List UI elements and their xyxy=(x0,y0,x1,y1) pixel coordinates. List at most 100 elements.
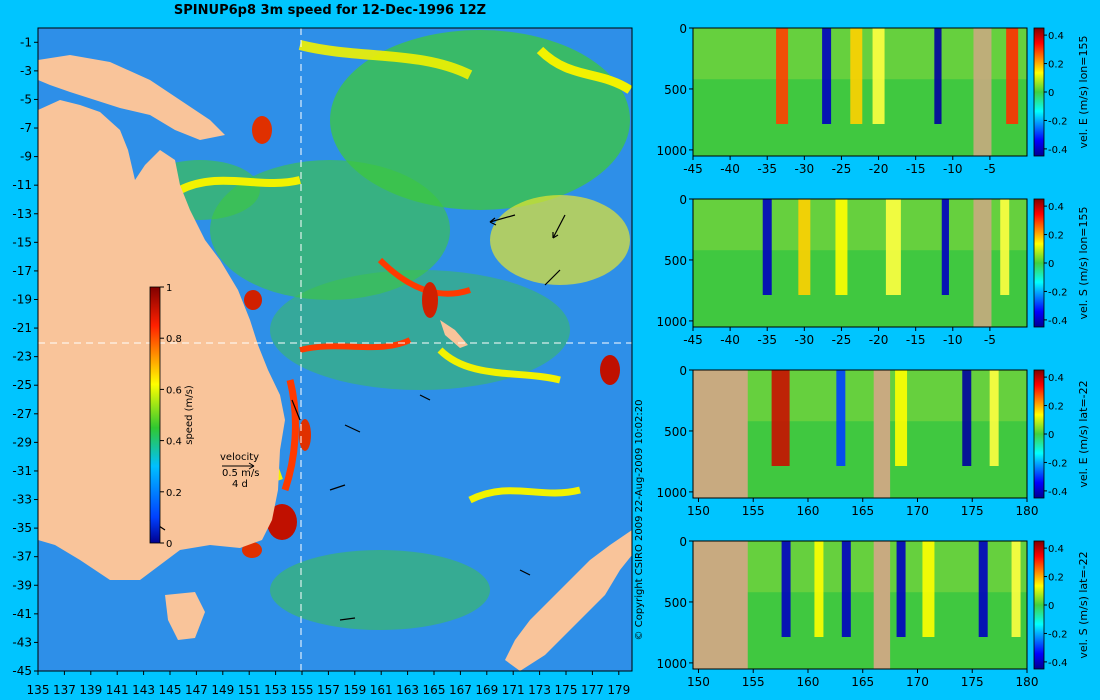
section-feature xyxy=(973,199,992,327)
map-x-tick-label: 171 xyxy=(502,683,525,697)
section-vel-E-lon155: 0 500 1000 -45 -40 -35 -30 -25 -20 -15 -10 -5 0.4 0.2… xyxy=(656,22,1090,176)
section-y-tick-label: 0 xyxy=(679,22,687,36)
map-x-tick-label: 159 xyxy=(343,683,366,697)
section-feature xyxy=(850,28,863,124)
section-y-tick-label: 500 xyxy=(664,596,687,610)
map-y-tick-label: -3 xyxy=(20,64,32,78)
map-y-tick-label: -29 xyxy=(12,435,32,449)
map-x-tick-label: 151 xyxy=(238,683,261,697)
section-x-tick-label: -25 xyxy=(832,333,852,347)
section-x-tick-label: -10 xyxy=(943,333,963,347)
map-x-tick-label: 167 xyxy=(449,683,472,697)
map-y-tick-label: -15 xyxy=(12,235,32,249)
map-x-axis: 135 137 139 141 143 145 147 149 151 153 155 157 159 1… xyxy=(27,671,630,697)
map-y-tick-label: -7 xyxy=(20,121,32,135)
section-y-tick-label: 500 xyxy=(664,425,687,439)
section-x-tick-label: 160 xyxy=(797,675,820,689)
section-ylabel: vel. E (m/s) lat=-22 xyxy=(1077,380,1090,487)
map-x-tick-label: 161 xyxy=(370,683,393,697)
section-x-tick-label: 170 xyxy=(906,504,929,518)
section-colorbar-tick-label: -0.4 xyxy=(1048,316,1068,327)
section-colorbar-tick-label: 0 xyxy=(1048,601,1054,612)
section-colorbar-tick-label: -0.4 xyxy=(1048,145,1068,156)
section-y-tick-label: 0 xyxy=(679,364,687,378)
speed-colorbar-tick-label: 0.2 xyxy=(166,488,182,499)
map-x-tick-label: 145 xyxy=(159,683,182,697)
section-x-tick-label: -5 xyxy=(984,333,996,347)
section-feature xyxy=(822,28,832,124)
section-feature xyxy=(771,370,790,466)
map-x-tick-label: 163 xyxy=(396,683,419,697)
section-land xyxy=(693,541,748,669)
section-colorbar-tick-label: -0.2 xyxy=(1048,116,1068,127)
map-y-tick-label: -35 xyxy=(12,521,32,535)
speed-colorbar-tick-label: 0 xyxy=(166,539,172,550)
section-colorbar-tick-label: -0.4 xyxy=(1048,658,1068,669)
section-feature xyxy=(781,541,791,637)
map-y-tick-label: -9 xyxy=(20,150,32,164)
section-x-tick-label: -35 xyxy=(757,333,777,347)
map-y-tick-label: -27 xyxy=(12,407,32,421)
section-x-tick-label: -30 xyxy=(795,333,815,347)
section-feature xyxy=(962,370,972,466)
tasmania-land xyxy=(165,592,205,640)
section-ylabel: vel. S (m/s) lon=155 xyxy=(1077,206,1090,319)
map-x-tick-label: 179 xyxy=(607,683,630,697)
section-colorbar-tick-label: 0 xyxy=(1048,430,1054,441)
map-y-tick-label: -45 xyxy=(12,664,32,678)
section-feature xyxy=(895,370,908,466)
copyright-text: © Copyright CSIRO 2009 22-Aug-2009 10:02… xyxy=(634,400,645,641)
new-caledonia-land xyxy=(440,320,468,348)
section-feature xyxy=(835,199,848,295)
map-x-tick-label: 173 xyxy=(528,683,551,697)
speed-colorbar-tick-label: 0.4 xyxy=(166,437,182,448)
section-feature xyxy=(896,541,906,637)
section-x-tick-label: 155 xyxy=(742,504,765,518)
section-colorbar xyxy=(1033,198,1045,328)
section-y-tick-label: 1000 xyxy=(656,144,687,158)
section-x-tick-label: -10 xyxy=(943,162,963,176)
section-colorbar-tick-label: 0.2 xyxy=(1048,573,1064,584)
map-y-tick-label: -31 xyxy=(12,464,32,478)
speed-colorbar-label: speed (m/s) xyxy=(184,385,195,445)
section-feature xyxy=(941,199,949,295)
map-x-tick-label: 143 xyxy=(132,683,155,697)
map-x-tick-label: 175 xyxy=(555,683,578,697)
speed-colorbar: 1 0.8 0.6 0.4 0.2 0 speed (m/s) xyxy=(149,283,195,550)
section-ylabel: vel. E (m/s) lon=155 xyxy=(1077,36,1090,149)
section-feature xyxy=(989,370,999,466)
map-x-tick-label: 155 xyxy=(291,683,314,697)
section-y-tick-label: 1000 xyxy=(656,315,687,329)
section-x-tick-label: -25 xyxy=(832,162,852,176)
section-feature xyxy=(922,541,935,637)
map-x-tick-label: 137 xyxy=(53,683,76,697)
section-land xyxy=(873,370,891,498)
section-feature xyxy=(841,541,851,637)
speed-colorbar-tick-label: 1 xyxy=(166,283,172,294)
section-feature xyxy=(1006,28,1019,124)
speed-map: 135 137 139 141 143 145 147 149 151 153 155 157 159 1… xyxy=(12,27,633,697)
map-x-tick-label: 177 xyxy=(581,683,604,697)
section-colorbar-tick-label: 0 xyxy=(1048,259,1054,270)
section-colorbar xyxy=(1033,369,1045,499)
section-y-tick-label: 500 xyxy=(664,83,687,97)
map-y-tick-label: -41 xyxy=(12,607,32,621)
section-x-tick-label: 150 xyxy=(687,504,710,518)
section-x-tick-label: -45 xyxy=(683,162,703,176)
section-x-tick-label: -20 xyxy=(869,162,889,176)
section-land xyxy=(873,541,891,669)
section-colorbar-tick-label: 0.4 xyxy=(1048,202,1064,213)
section-feature xyxy=(973,28,992,156)
section-colorbar xyxy=(1033,27,1045,157)
section-colorbar-tick-label: -0.2 xyxy=(1048,287,1068,298)
map-y-tick-label: -21 xyxy=(12,321,32,335)
section-feature xyxy=(1011,541,1021,637)
velocity-legend-scale: 0.5 m/s xyxy=(222,468,259,479)
map-x-tick-label: 153 xyxy=(264,683,287,697)
section-feature xyxy=(934,28,942,124)
section-x-tick-label: -40 xyxy=(720,333,740,347)
section-x-tick-label: -45 xyxy=(683,333,703,347)
map-x-tick-label: 147 xyxy=(185,683,208,697)
